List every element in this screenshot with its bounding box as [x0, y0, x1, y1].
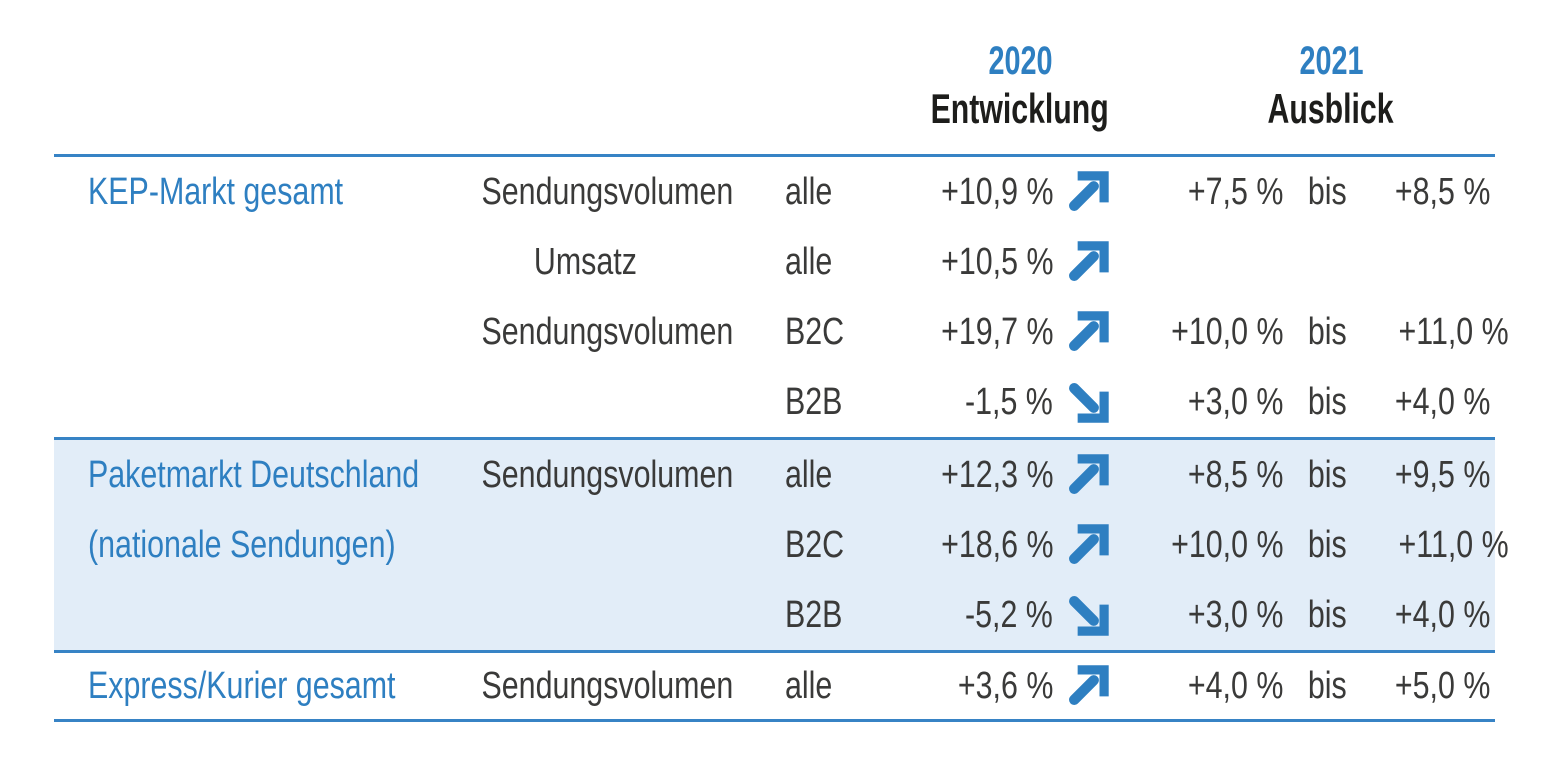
market-cell	[54, 383, 450, 421]
metric-cell	[450, 383, 720, 421]
table-row: (nationale Sendungen) B2C +18,6 % +10,0 …	[54, 510, 1509, 580]
bis-label: bis	[1307, 171, 1347, 213]
trend-arrow-icon	[1053, 522, 1118, 568]
bis-label: bis	[1307, 454, 1347, 496]
outlook-high-cell: +4,0 %	[1394, 594, 1491, 636]
segment-cell: B2B	[785, 381, 843, 423]
table-row: Umsatz alle +10,5 %	[54, 227, 1495, 297]
market-development-table: KEP-Markt gesamt Sendungsvolumen alle +1…	[54, 154, 1509, 722]
outlook-low-cell: +10,0 %	[1170, 524, 1283, 566]
table-row: Express/Kurier gesamt Sendungsvolumen al…	[54, 653, 1495, 719]
trend-arrow-icon	[1053, 379, 1118, 425]
segment-cell: alle	[785, 171, 833, 213]
header-year-2020: 2020	[987, 39, 1053, 83]
value-2020-cell: +18,6 %	[940, 524, 1053, 566]
market-cell: (nationale Sendungen)	[88, 524, 396, 566]
table-row: KEP-Markt gesamt Sendungsvolumen alle +1…	[54, 157, 1495, 227]
section-kep-markt-gesamt: KEP-Markt gesamt Sendungsvolumen alle +1…	[54, 154, 1509, 437]
outlook-high-cell: +5,0 %	[1394, 665, 1491, 707]
outlook-low-cell	[1118, 243, 1283, 281]
metric-cell: Sendungsvolumen	[481, 454, 734, 496]
trend-arrow-icon	[1053, 169, 1118, 215]
value-2020-cell: +10,5 %	[940, 241, 1053, 283]
outlook-high-cell	[1371, 243, 1495, 281]
bis-label: bis	[1307, 311, 1347, 353]
section-express-kurier-gesamt: Express/Kurier gesamt Sendungsvolumen al…	[54, 650, 1495, 722]
metric-cell: Umsatz	[533, 241, 637, 283]
market-cell: KEP-Markt gesamt	[88, 171, 344, 213]
header-label-entwicklung: Entwicklung	[930, 85, 1110, 132]
metric-cell: Sendungsvolumen	[481, 665, 734, 707]
bis-label: bis	[1307, 524, 1347, 566]
segment-cell: alle	[785, 241, 833, 283]
outlook-low-cell: +3,0 %	[1187, 594, 1284, 636]
market-cell	[54, 243, 450, 281]
metric-cell: Sendungsvolumen	[481, 171, 734, 213]
outlook-high-cell: +8,5 %	[1394, 171, 1491, 213]
segment-cell: B2C	[785, 311, 845, 353]
metric-cell	[450, 526, 720, 564]
outlook-low-cell: +8,5 %	[1187, 454, 1284, 496]
outlook-low-cell: +4,0 %	[1187, 665, 1284, 707]
segment-cell: B2C	[785, 524, 845, 566]
trend-arrow-icon	[1053, 592, 1118, 638]
header-2021-ausblick: 2021 Ausblick	[1181, 38, 1481, 134]
bis-label: bis	[1307, 594, 1347, 636]
outlook-high-cell: +11,0 %	[1398, 311, 1509, 353]
value-2020-cell: +12,3 %	[940, 454, 1053, 496]
outlook-high-cell: +11,0 %	[1398, 524, 1509, 566]
trend-arrow-icon	[1053, 309, 1118, 355]
outlook-low-cell: +7,5 %	[1187, 171, 1284, 213]
market-cell: Paketmarkt Deutschland	[88, 454, 420, 496]
market-cell	[54, 313, 450, 351]
header-label-ausblick: Ausblick	[1267, 85, 1395, 132]
table-row: Paketmarkt Deutschland Sendungsvolumen a…	[54, 440, 1495, 510]
metric-cell	[450, 596, 720, 634]
bis-label: bis	[1307, 381, 1347, 423]
section-paketmarkt-deutschland: Paketmarkt Deutschland Sendungsvolumen a…	[54, 437, 1509, 650]
trend-arrow-icon	[1053, 239, 1118, 285]
segment-cell: alle	[785, 454, 833, 496]
value-2020-cell: -1,5 %	[965, 381, 1053, 423]
metric-cell: Sendungsvolumen	[481, 311, 734, 353]
table-row: B2B -5,2 % +3,0 % bis +4,0 %	[54, 580, 1495, 650]
outlook-high-cell: +9,5 %	[1394, 454, 1491, 496]
bis-label: bis	[1307, 665, 1347, 707]
table-row: B2B -1,5 % +3,0 % bis +4,0 %	[54, 367, 1495, 437]
header-year-2021: 2021	[1298, 39, 1364, 83]
segment-cell: B2B	[785, 594, 843, 636]
outlook-high-cell: +4,0 %	[1394, 381, 1491, 423]
value-2020-cell: +10,9 %	[940, 171, 1053, 213]
header-2020-entwicklung: 2020 Entwicklung	[870, 38, 1170, 134]
value-2020-cell: +19,7 %	[940, 311, 1053, 353]
table-row: Sendungsvolumen B2C +19,7 % +10,0 % bis …	[54, 297, 1509, 367]
trend-arrow-icon	[1053, 452, 1118, 498]
market-cell: Express/Kurier gesamt	[88, 665, 396, 707]
market-cell	[54, 596, 450, 634]
trend-arrow-icon	[1053, 663, 1118, 709]
bis-label	[1283, 243, 1371, 281]
value-2020-cell: -5,2 %	[965, 594, 1053, 636]
segment-cell: alle	[785, 665, 833, 707]
outlook-low-cell: +3,0 %	[1187, 381, 1284, 423]
value-2020-cell: +3,6 %	[957, 665, 1054, 707]
outlook-low-cell: +10,0 %	[1170, 311, 1283, 353]
